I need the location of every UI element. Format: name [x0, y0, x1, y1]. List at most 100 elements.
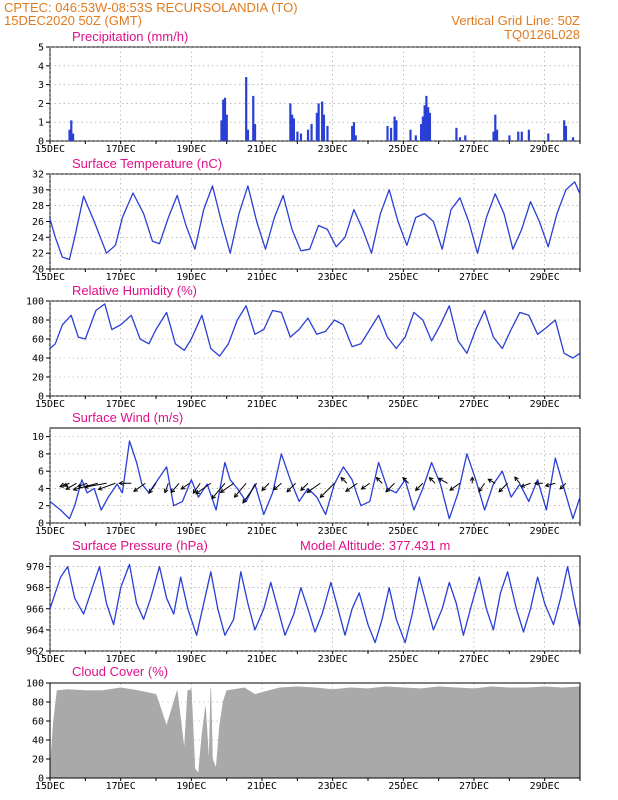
panel-frame: [49, 427, 581, 524]
x-tick-label: 23DEC: [318, 654, 348, 665]
y-tick-label: 1: [38, 118, 44, 129]
wind-arrow-head: [428, 476, 434, 482]
wind-arrow-shaft: [181, 482, 190, 490]
x-tick-label: 19DEC: [176, 781, 206, 792]
wind-arrow: [83, 482, 107, 489]
x-tick-label: 23DEC: [318, 781, 348, 792]
x-tick-label: 21DEC: [247, 272, 277, 283]
y-tick-label: 2: [38, 99, 44, 110]
wind-arrow: [385, 482, 395, 493]
panel-frame: [49, 46, 581, 142]
precip-bar: [326, 125, 329, 141]
precip-bar: [68, 129, 71, 141]
wind-arrow: [97, 482, 116, 491]
wind-arrow: [340, 476, 348, 484]
x-tick-label: 17DEC: [106, 399, 136, 410]
y-tick-label: 966: [26, 604, 44, 615]
wind-arrow-shaft: [559, 482, 567, 490]
wind-arrow-shaft: [345, 482, 358, 492]
x-tick-label: 19DEC: [176, 654, 206, 665]
wind-arrow: [414, 482, 424, 492]
y-tick-label: 4: [38, 61, 44, 72]
wind-arrow: [449, 482, 461, 491]
wind-arrow-head: [180, 485, 186, 490]
y-tick-label: 20: [32, 755, 44, 766]
precip-bar: [571, 137, 575, 141]
wind-arrow-shaft: [498, 482, 508, 493]
wind-arrow: [272, 482, 282, 491]
x-tick-label: 15DEC: [35, 272, 65, 283]
wind-arrow-head: [319, 493, 325, 499]
wind-arrow-head: [487, 478, 493, 483]
wind-arrow: [514, 476, 521, 484]
y-tick-label: 0: [38, 392, 44, 403]
wind-arrow-shaft: [520, 482, 531, 488]
wind-arrow-head: [469, 476, 475, 482]
wind-arrow-head: [385, 487, 390, 493]
x-tick-label: 29DEC: [530, 399, 560, 410]
wind-arrow: [544, 482, 556, 488]
y-tick-label: 40: [32, 736, 44, 747]
y-tick-label: 2: [38, 501, 44, 512]
y-tick-label: 30: [32, 185, 44, 196]
wind-arrow-shaft: [300, 482, 309, 491]
wind-arrow-head: [195, 489, 201, 495]
y-tick-label: 4: [38, 484, 44, 495]
x-tick-label: 25DEC: [388, 144, 418, 155]
precip-bar: [564, 125, 568, 141]
y-tick-label: 3: [38, 80, 44, 91]
wind-arrow: [148, 482, 157, 494]
precip-bar: [322, 114, 326, 141]
x-tick-label: 25DEC: [388, 781, 418, 792]
panel-title: Precipitation (mm/h): [72, 29, 188, 44]
precip-bar: [409, 129, 412, 141]
panel-frame: [49, 555, 581, 652]
panel-5: Surface Pressure (hPa) 962 964 966 968 970 15D…: [26, 538, 581, 665]
wind-arrow: [192, 482, 201, 494]
precip-bar: [222, 99, 225, 141]
header-grid-note: Vertical Grid Line: 50Z: [451, 13, 580, 28]
y-tick-label: 968: [26, 583, 44, 594]
precip-bar: [527, 129, 530, 141]
y-tick-label: 32: [32, 170, 44, 181]
wind-arrow: [118, 480, 132, 486]
x-tick-label: 23DEC: [318, 272, 348, 283]
x-tick-label: 27DEC: [459, 144, 489, 155]
y-tick-label: 10: [32, 432, 44, 443]
wind-arrow-head: [286, 487, 292, 493]
precip-bar: [292, 118, 295, 141]
x-tick-label: 23DEC: [318, 399, 348, 410]
header-model-id: TQ0126L028: [504, 27, 580, 42]
wind-arrow: [233, 482, 247, 498]
panel-title: Surface Wind (m/s): [72, 410, 183, 425]
y-tick-label: 0: [38, 519, 44, 530]
wind-arrow-shaft: [273, 482, 282, 491]
wind-arrow-head: [133, 487, 138, 492]
wind-arrow-head: [544, 482, 550, 488]
x-tick-label: 21DEC: [247, 526, 277, 537]
wind-arrow-shaft: [478, 482, 486, 492]
wind-arrow-shaft: [148, 482, 157, 494]
x-tick-label: 23DEC: [318, 144, 348, 155]
wind-arrow: [520, 482, 531, 488]
wind-arrow-head: [300, 486, 305, 492]
y-tick-label: 28: [32, 201, 44, 212]
y-tick-label: 100: [26, 297, 44, 308]
wind-arrow-shaft: [319, 482, 335, 498]
precip-bar: [223, 97, 227, 141]
y-tick-label: 0: [38, 774, 44, 785]
panel-title: Cloud Cover (%): [72, 664, 168, 679]
wind-arrow-head: [97, 486, 103, 491]
precip-bar: [306, 129, 310, 141]
header-date: 15DEC2020 50Z (GMT): [4, 13, 142, 28]
wind-arrow-head: [211, 494, 216, 500]
precip-bar: [508, 135, 511, 141]
precip-bar: [494, 114, 497, 141]
wind-arrow: [428, 476, 436, 484]
panel-6: Cloud Cover (%) 0 20 40 60 80 100 15DEC 17DEC 19D…: [26, 664, 581, 792]
wind-arrow: [469, 476, 475, 484]
wind-arrow-shaft: [385, 482, 395, 493]
panel-4: Surface Wind (m/s) 0 2 4 6 8 10 15DEC 17DEC 19DEC…: [32, 410, 581, 537]
x-tick-label: 25DEC: [388, 399, 418, 410]
